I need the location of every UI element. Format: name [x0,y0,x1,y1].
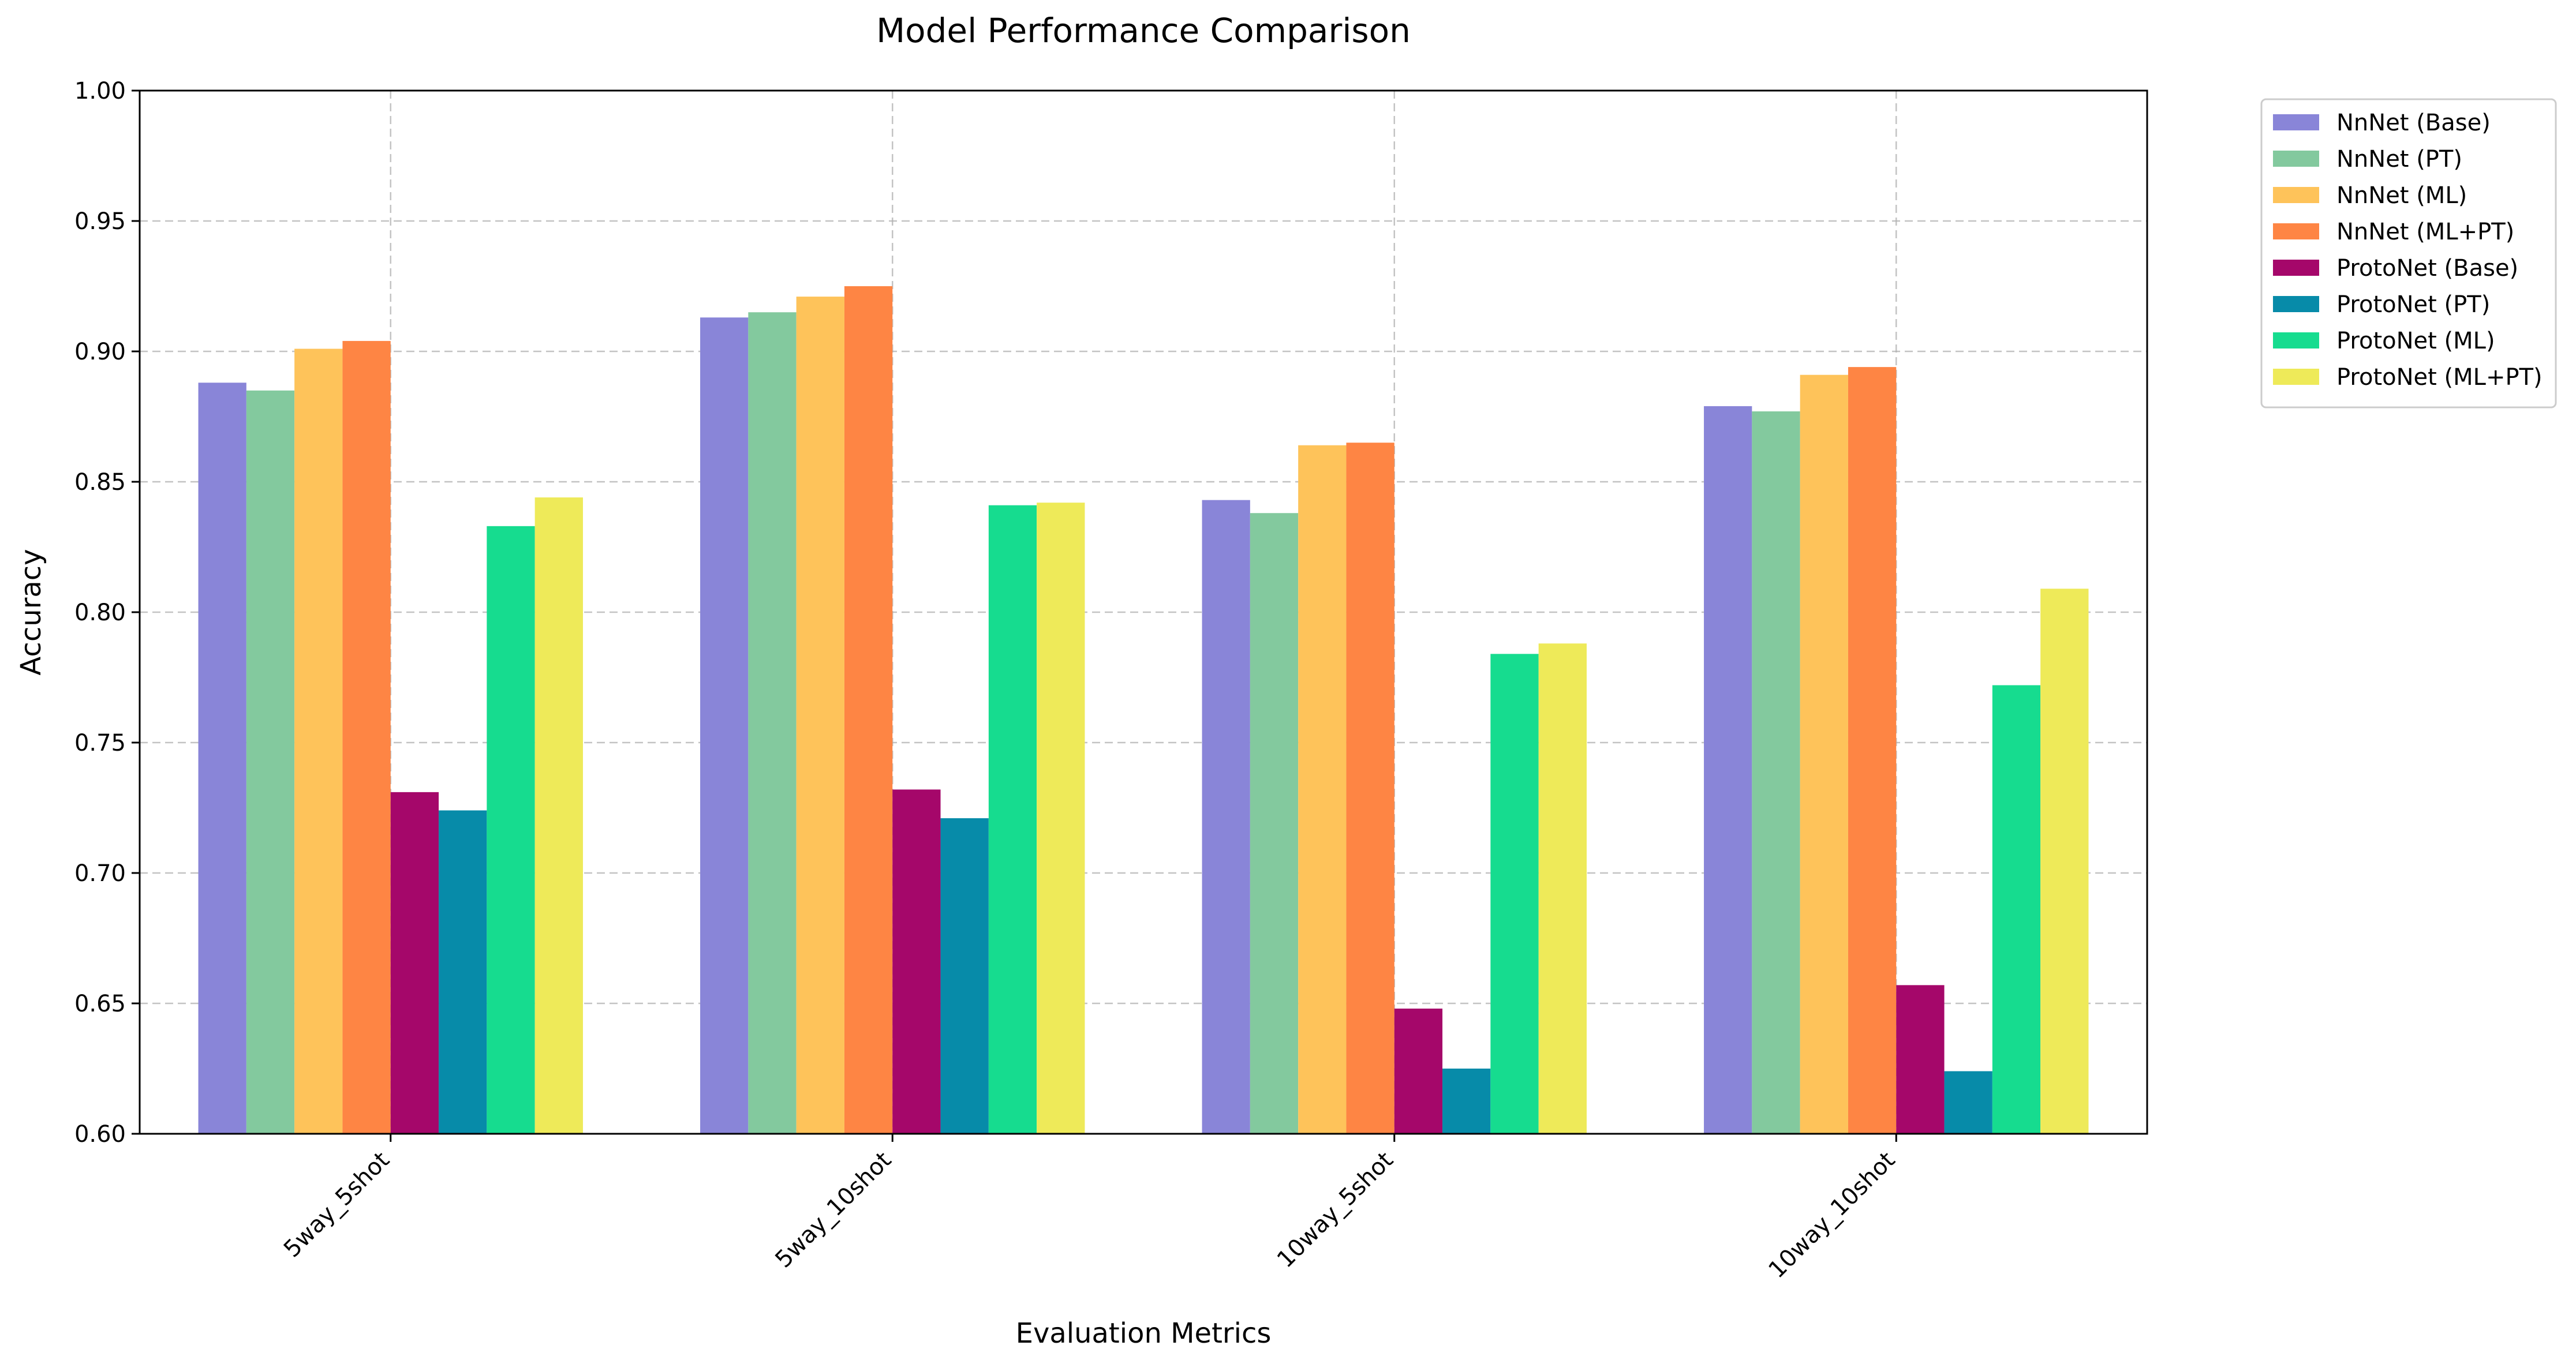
legend-swatch [2273,187,2319,203]
legend-swatch [2273,260,2319,276]
x-tick-label: 5way_10shot [770,1147,896,1273]
y-tick-label: 0.65 [74,991,126,1017]
bar [1250,513,1299,1134]
y-tick-label: 0.75 [74,730,126,756]
chart-title: Model Performance Comparison [876,11,1411,50]
bar [342,340,391,1134]
legend-swatch [2273,151,2319,167]
legend-label: ProtoNet (ML+PT) [2336,364,2543,391]
bar [439,810,487,1134]
legend-label: ProtoNet (Base) [2336,255,2518,282]
bar [1752,411,1800,1134]
bar [1346,443,1394,1134]
bar [1944,1071,1992,1134]
y-tick-label: 1.00 [74,78,126,104]
x-tick-label: 5way_5shot [279,1147,395,1263]
bar [1800,374,1848,1134]
legend-label: NnNet (ML) [2336,182,2467,209]
bar [796,297,844,1134]
bar [1202,500,1250,1134]
bar [534,497,583,1134]
bar [1298,445,1347,1134]
y-tick-label: 0.60 [74,1121,126,1148]
legend-swatch [2273,223,2319,239]
bar [487,526,535,1134]
legend-swatch [2273,369,2319,385]
y-tick-label: 0.95 [74,208,126,235]
bar [2040,589,2089,1134]
y-tick-label: 0.90 [74,339,126,365]
y-axis-label: Accuracy [15,549,47,675]
bar [1848,367,1897,1134]
bar [1538,643,1587,1134]
bar [748,312,797,1134]
bar [246,390,295,1134]
bar [1704,406,1752,1134]
legend-box [2260,98,2557,409]
legend-label: NnNet (ML+PT) [2336,219,2514,245]
y-tick-label: 0.85 [74,469,126,496]
bar [1394,1009,1443,1134]
legend: NnNet (Base) NnNet (PT) NnNet (ML) NnNet (M… [2260,98,2557,409]
legend-label: NnNet (Base) [2336,110,2491,136]
bar [988,505,1037,1134]
bars-layer [198,286,2089,1134]
x-tick-label: 10way_10shot [1763,1147,1900,1284]
legend-swatch [2273,114,2319,130]
bar [844,286,893,1134]
x-axis-label: Evaluation Metrics [1016,1317,1272,1350]
y-tick-label: 0.80 [74,599,126,626]
legend-swatch [2273,296,2319,312]
bar [1442,1069,1491,1134]
legend-label: ProtoNet (ML) [2336,328,2495,354]
x-tick-label: 10way_5shot [1272,1147,1399,1273]
bar [1037,503,1085,1134]
bar [1490,654,1539,1134]
bar [390,792,439,1134]
legend-label: ProtoNet (PT) [2336,291,2490,318]
legend-swatch [2273,332,2319,349]
y-tick-label: 0.70 [74,860,126,887]
bar [294,349,343,1134]
bar [940,818,989,1134]
bar [892,789,941,1134]
bar [700,317,749,1134]
bar [198,383,246,1134]
bar [1896,985,1945,1134]
legend-label: NnNet (PT) [2336,146,2462,173]
bar [1992,685,2041,1134]
